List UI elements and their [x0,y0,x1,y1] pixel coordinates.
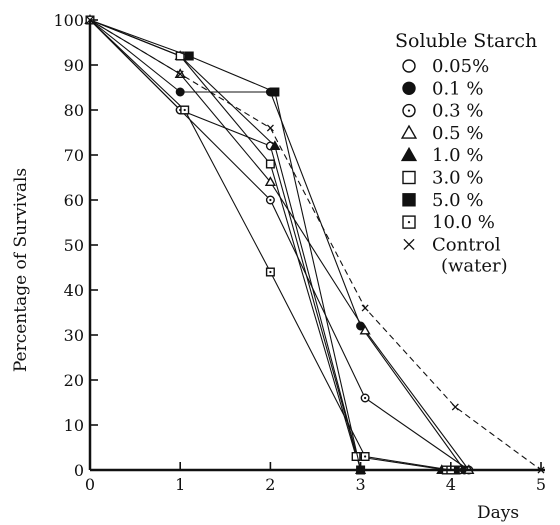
legend-item: 0.3 % [402,101,483,122]
data-point [403,238,415,250]
data-point [402,215,416,229]
data-point [360,452,370,462]
series [85,15,451,475]
y-tick-label: 10 [64,416,84,435]
x-tick-label: 1 [175,475,185,494]
legend-item: 0.05% [402,56,489,77]
data-point [400,124,418,139]
series [85,15,456,475]
data-point [402,170,416,185]
legend-label-line2: (water) [441,256,508,277]
data-point [400,146,418,162]
legend-title: Soluble Starch [395,30,537,52]
data-point [270,87,280,97]
data-point [359,324,371,335]
y-tick-label: 30 [64,326,84,345]
legend-item: 0.5 % [400,123,483,144]
legend-label: 0.3 % [432,101,483,122]
series-line [89,19,451,471]
data-point [360,393,370,403]
legend-label: 0.05% [432,56,489,77]
data-point [180,105,190,115]
y-tick-label: 100 [53,11,84,30]
legend-label: 0.1 % [432,78,483,99]
y-axis-label: Percentage of Survivals [11,168,31,372]
axes: 0 10 20 30 40 50 60 70 80 90 100 0 1 2 3 4 5 [53,11,546,494]
series-line [89,19,442,471]
data-point [451,403,459,411]
y-tick-label: 40 [64,281,84,300]
legend: Soluble Starch 0.05%0.1 %0.3 %0.5 %1.0 %… [395,30,537,277]
data-point [265,267,275,277]
data-point [266,124,274,132]
data-point [265,195,275,205]
x-tick-label: 4 [446,475,456,494]
x-tick-label: 0 [85,475,95,494]
data-point [361,304,369,312]
legend-item: 3.0 % [402,168,483,189]
data-point [269,140,281,150]
series [84,14,448,474]
data-point [176,70,184,78]
y-tick-label: 60 [64,191,84,210]
y-tick-label: 90 [64,56,84,75]
y-tick-label: 70 [64,146,84,165]
data-point [402,81,416,96]
legend-label: Control [432,234,501,255]
data-point [402,59,416,73]
data-point [184,51,194,61]
y-tick-label: 0 [74,461,84,480]
series-line [89,19,447,471]
data-point [402,193,416,207]
series [84,14,475,474]
y-tick-label: 50 [64,236,84,255]
y-tick-label: 20 [64,371,84,390]
data-point [351,452,361,462]
legend-label: 10.0 % [432,212,495,233]
data-point [175,87,185,97]
series [85,15,460,475]
y-tick-label: 80 [64,101,84,120]
legend-label: 3.0 % [432,168,483,189]
x-tick-label: 2 [265,475,275,494]
series-line [89,19,542,471]
legend-item: Control(water) [403,234,508,277]
legend-item: 10.0 % [402,212,495,233]
legend-item: 5.0 % [402,190,483,211]
data-point [265,159,275,169]
legend-label: 5.0 % [432,190,483,211]
data-point [264,176,276,186]
legend-label: 1.0 % [432,145,483,166]
data-point [402,103,416,118]
legend-item: 1.0 % [400,145,483,166]
x-axis-label: Days [477,503,519,523]
legend-item: 0.1 % [402,78,483,99]
x-tick-label: 5 [536,475,546,494]
legend-label: 0.5 % [432,123,483,144]
x-tick-label: 3 [356,475,366,494]
